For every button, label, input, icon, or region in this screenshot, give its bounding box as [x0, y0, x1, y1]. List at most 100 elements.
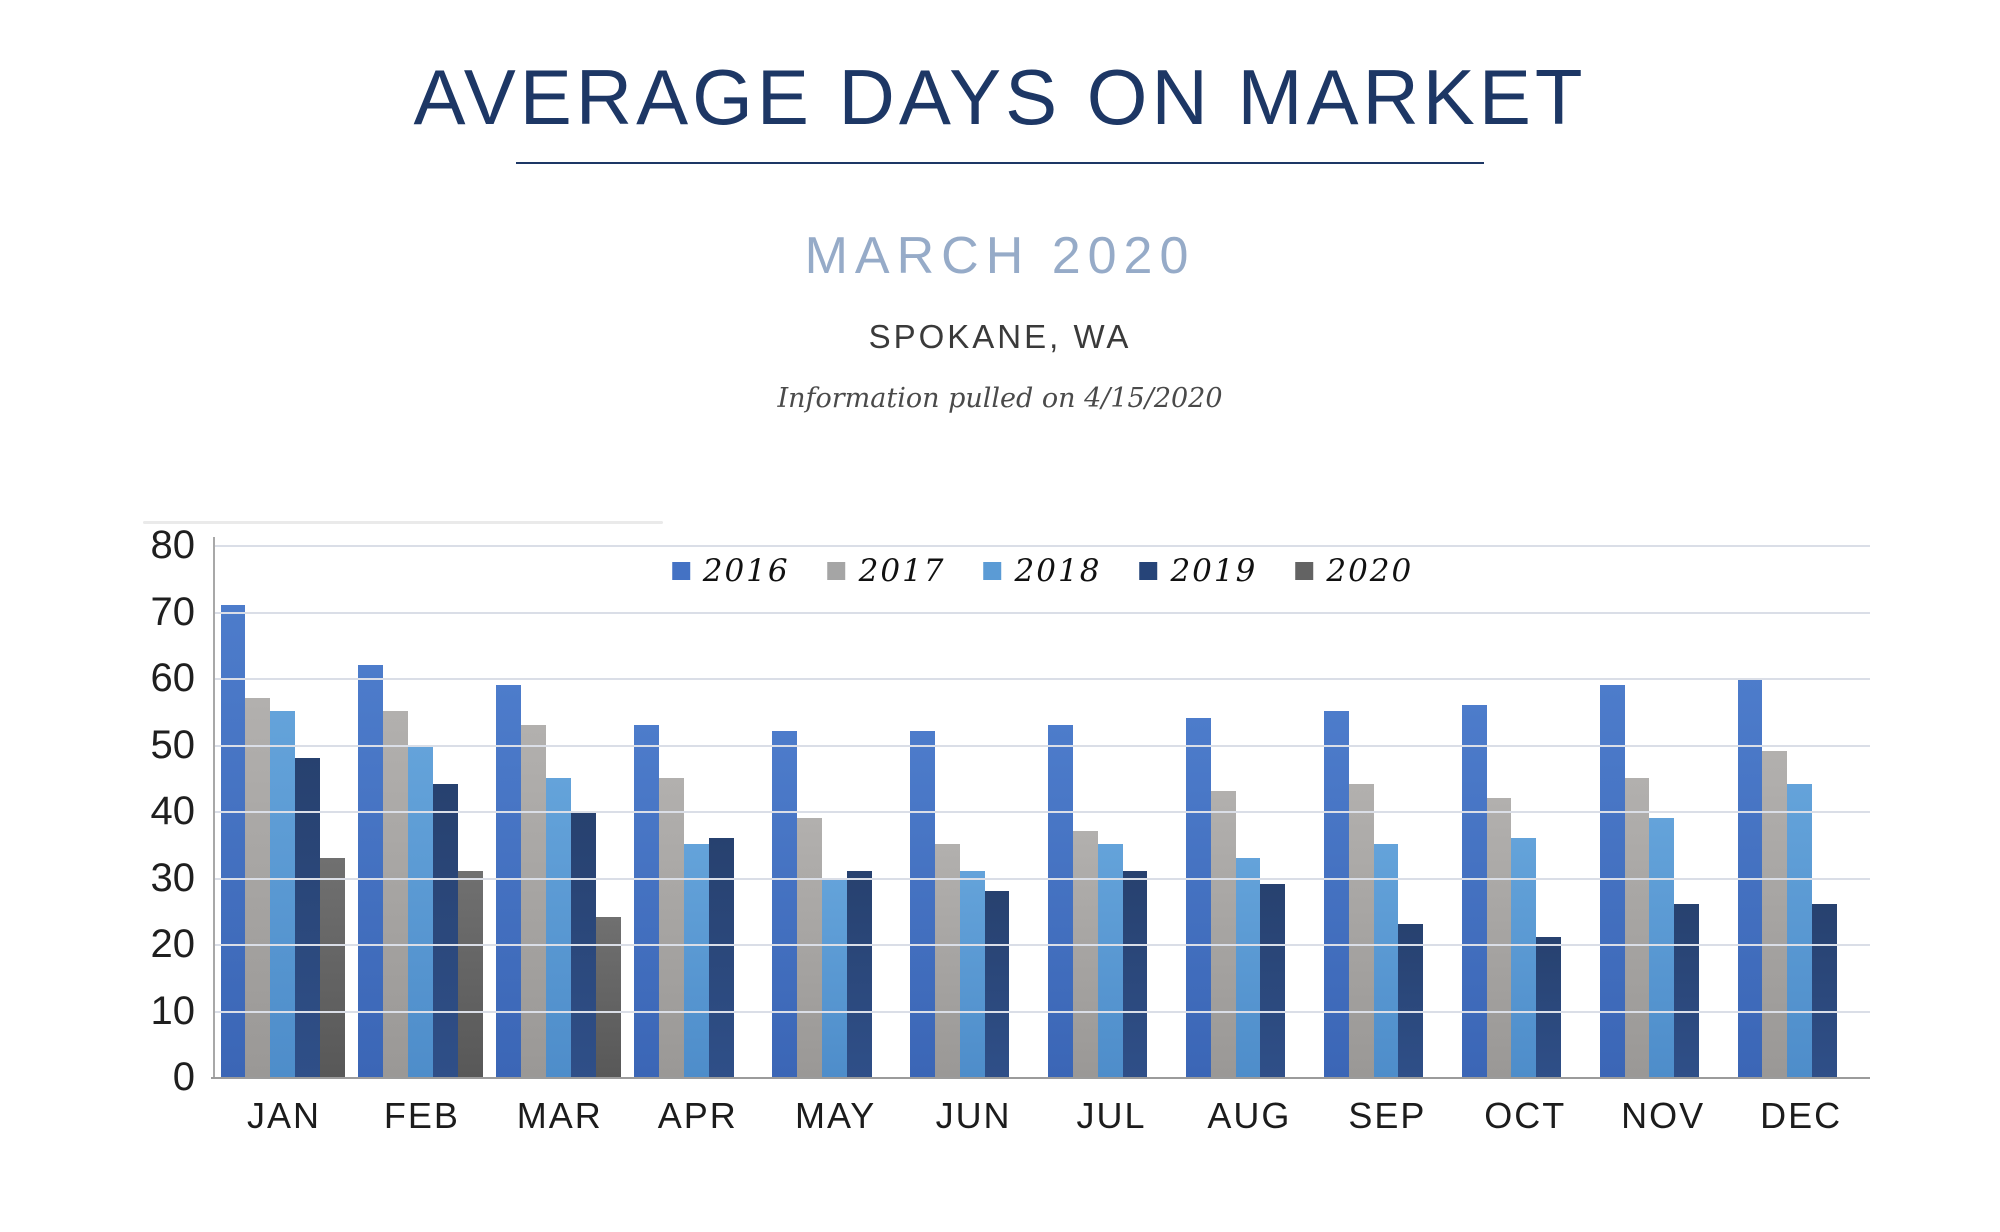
bar-slot-2017 [1624, 545, 1650, 1077]
bar-slot-2016 [634, 545, 660, 1077]
legend-swatch-2016 [671, 562, 690, 580]
page-subtitle: MARCH 2020 [804, 227, 1196, 285]
bar-jun-2019 [984, 890, 1010, 1077]
bar-group-jan [215, 545, 353, 1077]
bar-slot-2020 [319, 545, 345, 1077]
bar-slot-2019 [1536, 545, 1562, 1077]
gridline-y80 [215, 545, 1870, 547]
legend-label-2017: 2017 [858, 553, 946, 589]
bar-slot-2016 [910, 545, 935, 1077]
bar-slot-2017 [1486, 545, 1512, 1077]
title-underline-rule [516, 162, 1484, 164]
y-axis-tick-label: 80 [150, 523, 196, 567]
legend-label-2019: 2019 [1170, 553, 1258, 589]
legend-label-2020: 2020 [1326, 553, 1414, 589]
bar-slot-2019 [846, 545, 872, 1077]
y-axis-line [213, 537, 215, 1077]
bar-group-aug [1180, 545, 1318, 1077]
legend: 2016 2017 2018 2019 2020 [671, 553, 1414, 589]
bar-slot-2017 [383, 545, 409, 1077]
y-axis-tick-label: 30 [150, 855, 196, 900]
bar-may-2018 [821, 877, 847, 1077]
bar-jun-2018 [959, 870, 985, 1077]
month-label-may: MAY [794, 1095, 877, 1136]
bar-oct-2017 [1486, 797, 1512, 1077]
x-axis-line [211, 1077, 1870, 1079]
gridline-y30 [215, 877, 1870, 880]
bar-group-feb [353, 545, 491, 1077]
y-axis-tick-label: 70 [150, 589, 196, 634]
legend-item-2017: 2017 [827, 553, 946, 589]
bar-nov-2017 [1624, 777, 1650, 1077]
bar-mar-2016 [496, 684, 522, 1077]
y-axis-tick-label: 10 [150, 988, 196, 1033]
bar-slot-2018 [1787, 545, 1813, 1077]
gridline-y10 [215, 1010, 1870, 1013]
legend-item-2016: 2016 [671, 553, 790, 589]
bars-inner [1599, 545, 1724, 1077]
bar-slot-2016 [220, 545, 246, 1077]
bar-aug-2016 [1185, 717, 1211, 1077]
bars-inner [910, 545, 1034, 1077]
bar-feb-2020 [457, 870, 483, 1077]
bar-slot-2018 [959, 545, 985, 1077]
legend-label-2016: 2016 [702, 553, 790, 589]
month-label-apr: APR [657, 1095, 738, 1136]
bar-slot-2017 [1762, 545, 1788, 1077]
bar-feb-2019 [432, 784, 458, 1077]
bar-slot-2018 [1649, 545, 1675, 1077]
bar-nov-2018 [1649, 817, 1675, 1077]
bar-slot-2017 [1072, 545, 1098, 1077]
bar-slot-2019 [432, 545, 458, 1077]
bar-apr-2017 [659, 777, 684, 1077]
legend-item-2019: 2019 [1139, 553, 1257, 589]
bar-group-sep [1318, 545, 1456, 1077]
bar-slot-2019 [1674, 545, 1700, 1077]
bar-slot-2016 [358, 545, 384, 1077]
month-label-jun: JUN [935, 1095, 1012, 1136]
month-label-feb: FEB [383, 1095, 460, 1136]
bar-sep-2016 [1323, 711, 1349, 1077]
bar-jul-2016 [1048, 724, 1073, 1077]
bar-slot-2019 [984, 545, 1010, 1077]
month-label-sep: SEP [1348, 1095, 1427, 1136]
bar-feb-2016 [358, 664, 384, 1077]
bar-oct-2016 [1461, 704, 1487, 1077]
bar-dec-2017 [1762, 751, 1788, 1077]
bars-inner [358, 545, 483, 1077]
bar-slot-2018 [1373, 545, 1399, 1077]
bar-slot-2017 [797, 545, 822, 1077]
bar-apr-2016 [634, 724, 660, 1077]
bars-inner [1323, 545, 1448, 1077]
month-label-oct: OCT [1484, 1095, 1567, 1136]
bar-jul-2018 [1097, 844, 1123, 1077]
bar-slot-2018 [1097, 545, 1123, 1077]
bar-mar-2018 [546, 777, 571, 1077]
legend-swatch-2018 [983, 562, 1002, 580]
bar-jul-2017 [1072, 830, 1098, 1077]
bar-slot-2017 [934, 545, 960, 1077]
bar-sep-2017 [1348, 784, 1374, 1077]
bar-slot-2018 [683, 545, 709, 1077]
month-label-aug: AUG [1207, 1095, 1292, 1136]
bars-inner [1048, 545, 1172, 1077]
bar-group-may [767, 545, 905, 1077]
bar-jan-2018 [270, 711, 295, 1077]
legend-swatch-2017 [827, 562, 846, 580]
bar-slot-2019 [1122, 545, 1148, 1077]
bar-dec-2018 [1787, 784, 1813, 1077]
bar-slot-2018 [821, 545, 847, 1077]
bar-slot-2016 [772, 545, 798, 1077]
bar-slot-2016 [1185, 545, 1211, 1077]
bar-mar-2020 [595, 917, 621, 1077]
bar-slot-2019 [1398, 545, 1424, 1077]
bar-mar-2017 [521, 724, 547, 1077]
faint-edge-strip [143, 521, 663, 524]
month-label-jul: JUL [1076, 1095, 1147, 1136]
x-axis-labels: JAN FEB MAR APR MAY JUN JUL AUG SEP OCT NOV DEC [215, 1095, 1870, 1137]
bar-group-nov [1594, 545, 1732, 1077]
month-label-jan: JAN [246, 1095, 321, 1136]
bar-oct-2019 [1536, 937, 1562, 1077]
bar-group-jul [1043, 545, 1181, 1077]
bar-slot-2017 [1210, 545, 1236, 1077]
